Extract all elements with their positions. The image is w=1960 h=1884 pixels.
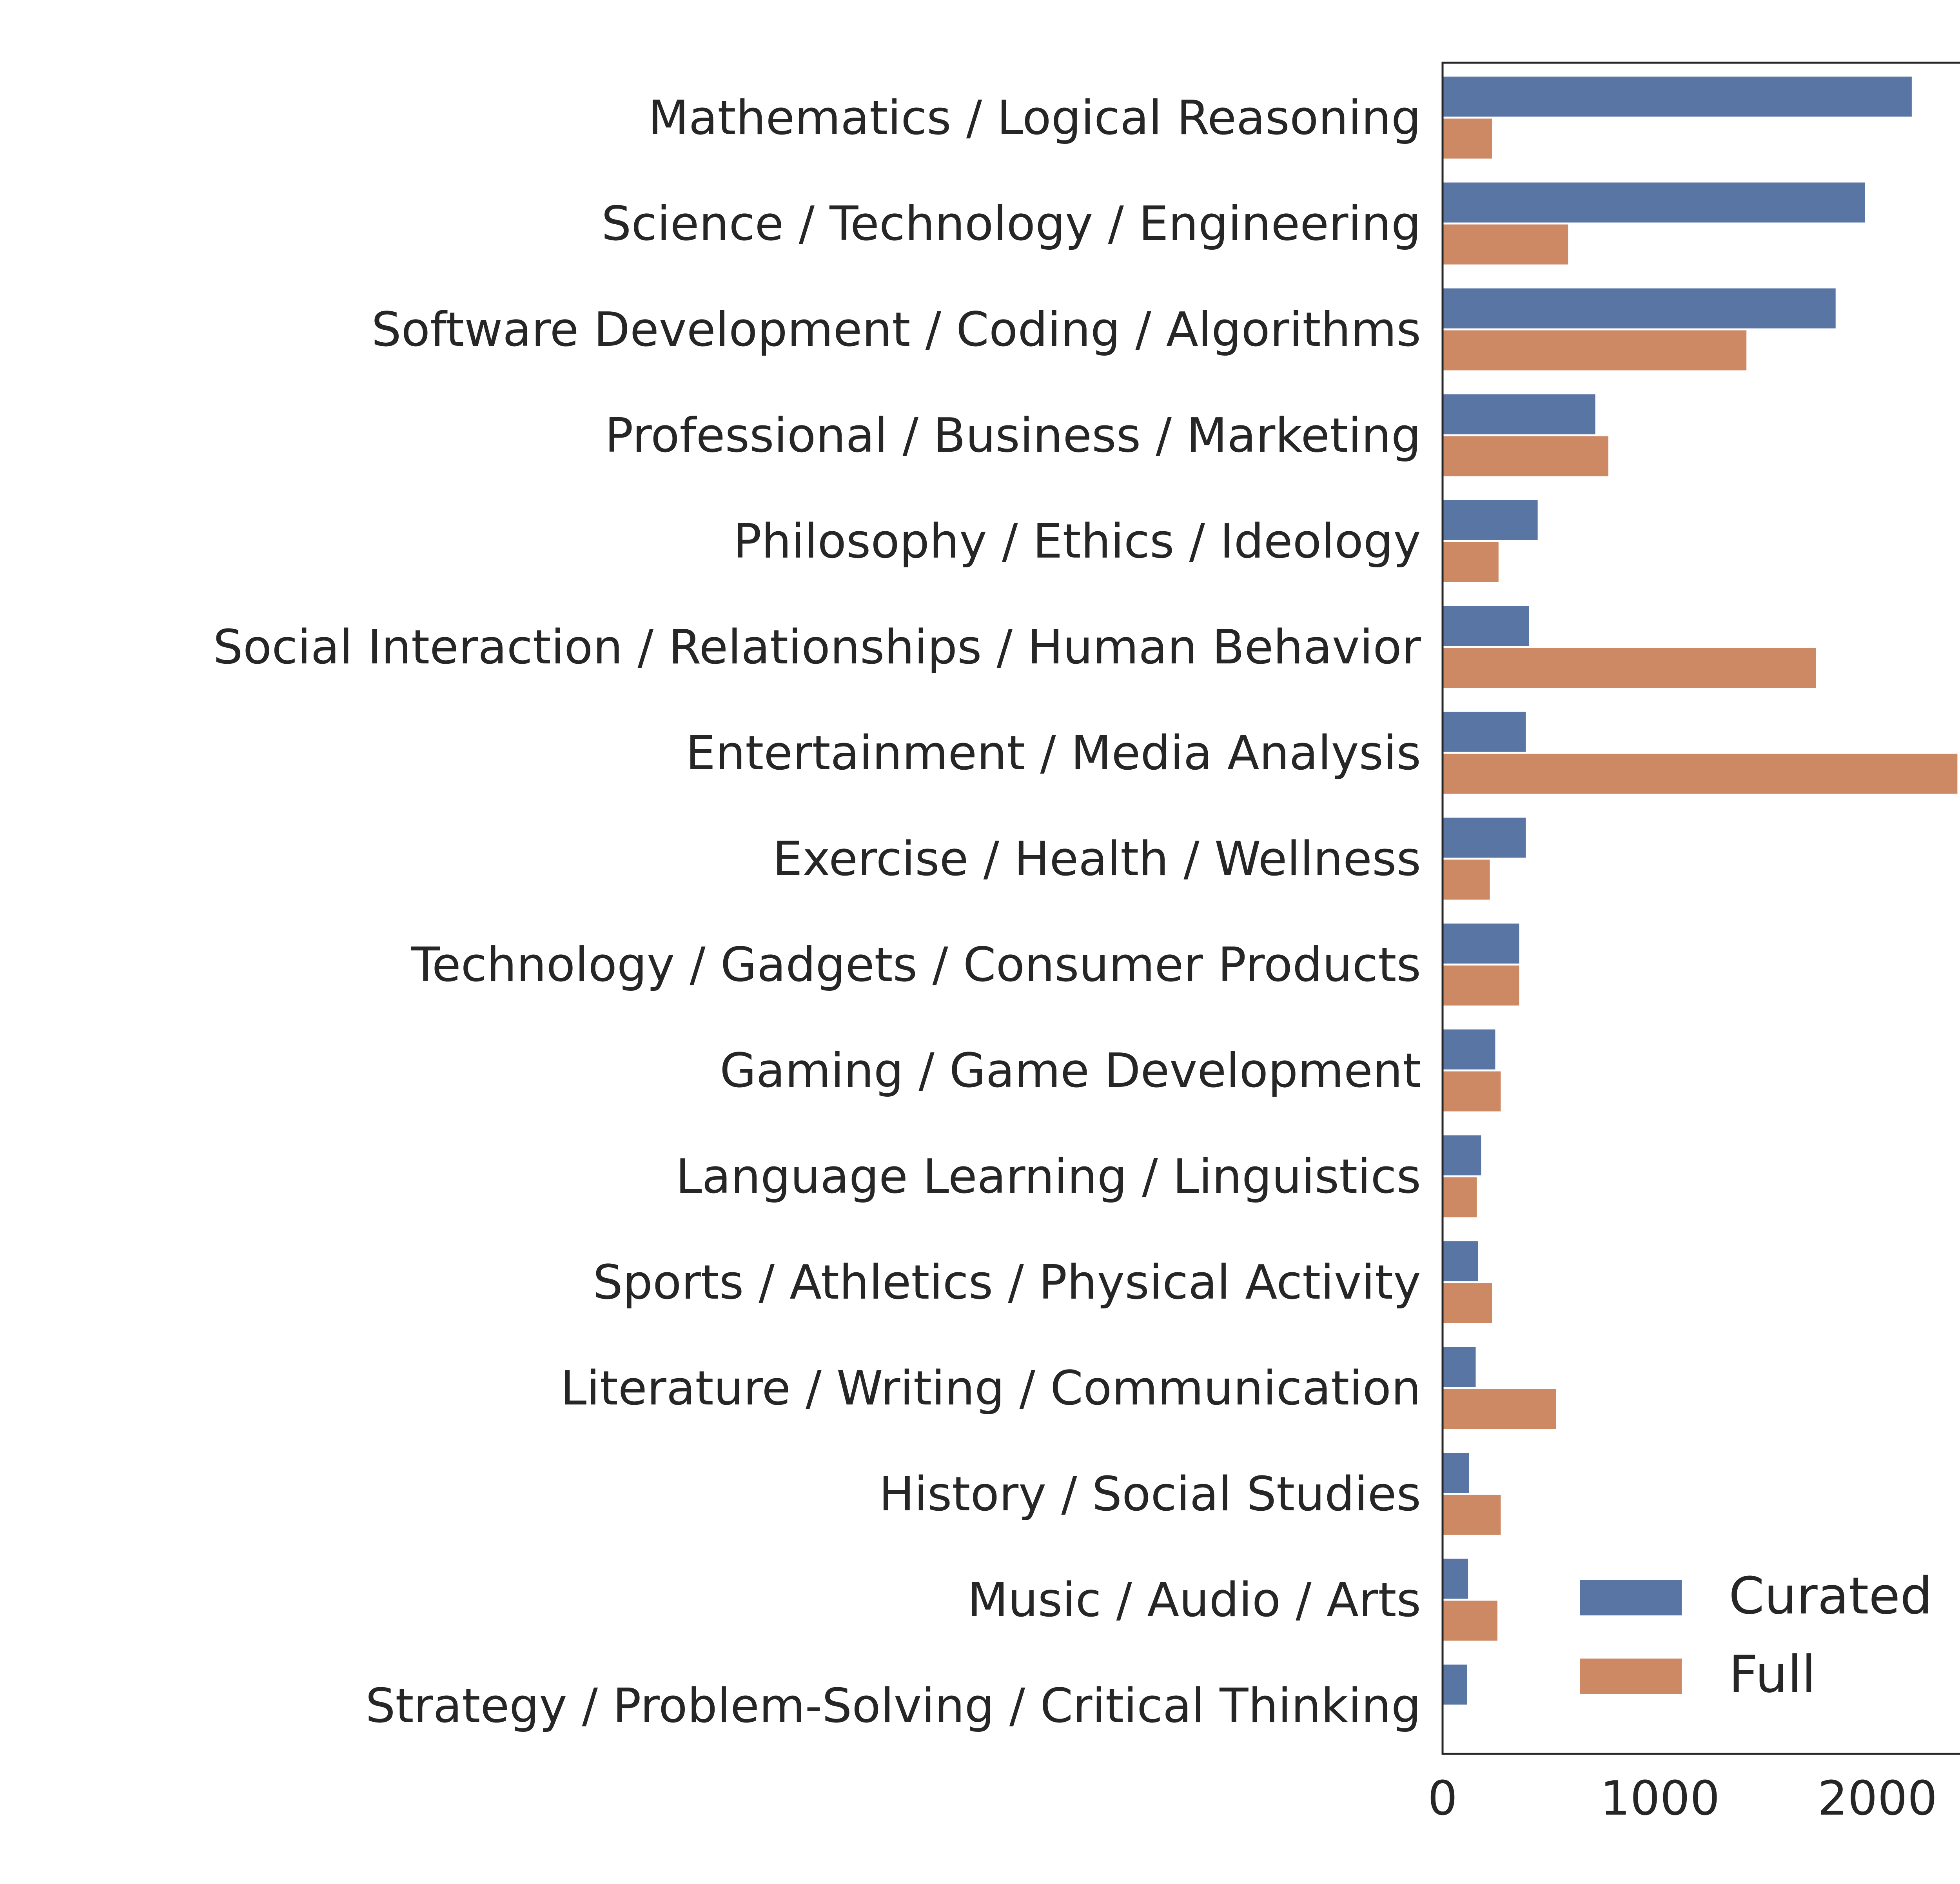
bar-curated: [1442, 1452, 1470, 1494]
bar-curated: [1442, 710, 1527, 753]
x-tick-label: 2000: [1818, 1771, 1937, 1826]
bar-full: [1442, 1599, 1499, 1642]
bar-full: [1442, 541, 1500, 583]
category-label: History / Social Studies: [879, 1467, 1421, 1522]
bar-full: [1442, 1070, 1502, 1113]
category-label: Software Development / Coding / Algorith…: [371, 303, 1421, 357]
bar-full: [1442, 858, 1491, 901]
bar-full: [1442, 117, 1494, 160]
legend-swatch-curated: [1580, 1580, 1682, 1615]
bar-full: [1442, 647, 1817, 689]
x-axis-ticks: 0 1000 2000: [1428, 1771, 1937, 1826]
category-label: Professional / Business / Marketing: [605, 409, 1421, 463]
legend-label-full: Full: [1729, 1644, 1816, 1704]
category-label: Philosophy / Ethics / Ideology: [733, 514, 1421, 569]
bar-curated: [1442, 287, 1837, 330]
bar-curated: [1442, 75, 1913, 118]
bar-curated: [1442, 605, 1530, 647]
bar-curated: [1442, 1346, 1477, 1388]
category-label: Literature / Writing / Communication: [561, 1361, 1421, 1416]
bar-curated: [1442, 1663, 1468, 1706]
bar-full: [1442, 329, 1748, 372]
category-label: Music / Audio / Arts: [967, 1573, 1421, 1628]
bar-curated: [1442, 499, 1539, 541]
category-label: Language Learning / Linguistics: [676, 1150, 1421, 1204]
bar-curated: [1442, 816, 1527, 859]
bar-full: [1442, 1176, 1478, 1219]
bar-full: [1442, 1388, 1557, 1430]
x-tick-label: 0: [1428, 1771, 1457, 1826]
x-tick-label: 1000: [1600, 1771, 1720, 1826]
category-labels: Mathematics / Logical Reasoning Science /…: [213, 91, 1421, 1733]
legend-swatch-full: [1580, 1659, 1682, 1694]
bar-curated: [1442, 1028, 1497, 1071]
bars-group: [1442, 75, 1959, 1706]
category-label: Entertainment / Media Analysis: [686, 726, 1421, 781]
category-label: Gaming / Game Development: [720, 1044, 1421, 1098]
category-label: Mathematics / Logical Reasoning: [648, 91, 1421, 145]
bar-curated: [1442, 393, 1597, 436]
bar-full: [1442, 752, 1959, 795]
legend: Curated Full: [1580, 1566, 1933, 1704]
bar-full: [1442, 1493, 1502, 1536]
bar-full: [1442, 223, 1570, 266]
bar-curated: [1442, 1240, 1479, 1283]
bar-curated: [1442, 181, 1866, 224]
bar-full: [1442, 964, 1521, 1007]
bar-curated: [1442, 1134, 1483, 1177]
category-label: Strategy / Problem-Solving / Critical Th…: [365, 1679, 1421, 1733]
category-label: Sports / Athletics / Physical Activity: [593, 1255, 1421, 1310]
bar-curated: [1442, 1557, 1470, 1600]
category-label: Science / Technology / Engineering: [601, 197, 1421, 251]
category-label: Technology / Gadgets / Consumer Products: [411, 938, 1421, 992]
bar-full: [1442, 1282, 1494, 1324]
bar-full: [1442, 435, 1610, 478]
category-label: Social Interaction / Relationships / Hum…: [213, 620, 1421, 675]
bar-curated: [1442, 922, 1521, 965]
legend-label-curated: Curated: [1729, 1566, 1933, 1626]
category-label: Exercise / Health / Wellness: [773, 832, 1421, 887]
plot-frame: [1441, 62, 1960, 1755]
